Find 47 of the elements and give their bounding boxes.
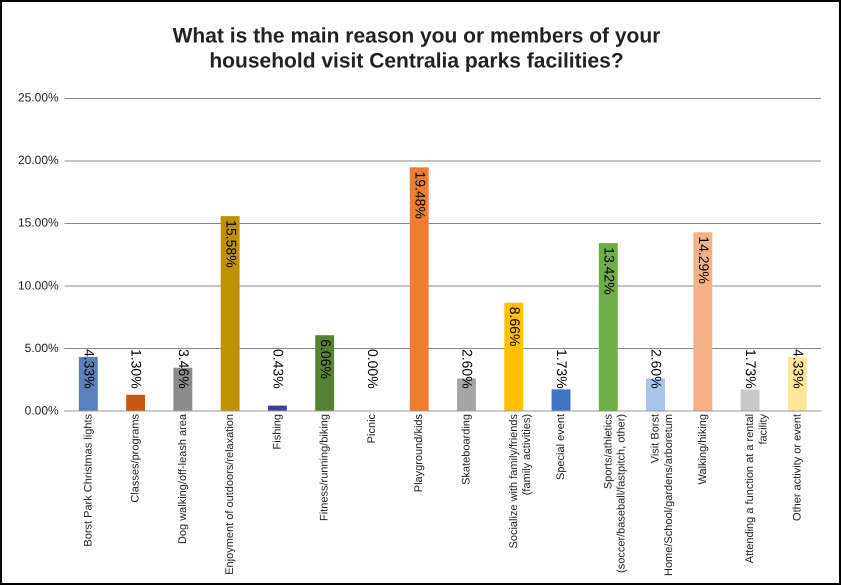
- bar: [598, 243, 618, 410]
- y-tick-label: 15.00%: [18, 216, 60, 230]
- x-tick-label: Classes/programs: [130, 413, 142, 503]
- data-label: 0.00%: [365, 348, 382, 389]
- data-label: 1.73%: [743, 348, 760, 389]
- data-label: 3.46%: [176, 348, 192, 389]
- x-tick-label: Socialize with family/friends (family activities): [508, 413, 533, 548]
- bar: [410, 167, 429, 410]
- data-label: 4.33%: [790, 348, 807, 389]
- y-tick-label: 5.00%: [24, 340, 60, 355]
- data-label: 8.66%: [506, 306, 523, 346]
- x-tick-label: Walking/hiking: [696, 414, 709, 484]
- bar: [693, 232, 712, 410]
- x-tick-label: Sports/athletics (soccer/baseball/fastpitch, other): [602, 413, 628, 573]
- y-tick-label: 0.00%: [24, 403, 60, 418]
- data-label: 14.29%: [696, 236, 712, 284]
- bar: [268, 406, 287, 410]
- data-label: 2.60%: [460, 348, 476, 389]
- x-tick-label: Borst Park Christmas lights: [82, 413, 94, 547]
- data-label: 0.43%: [270, 348, 287, 389]
- x-tick-label: Dog walking/off-leash area: [176, 413, 189, 544]
- x-tick-label: Fishing: [271, 414, 284, 450]
- data-label: 1.73%: [554, 348, 570, 389]
- x-tick-label: Attending a function at a rental facility: [744, 413, 770, 564]
- x-tick-label: Visit Borst Home/School/gardens/arboretum: [650, 414, 675, 576]
- chart-title: What is the main reason you or members of your household visit Centralia parks facilities?: [172, 24, 660, 73]
- y-tick-label: 10.00%: [18, 278, 60, 292]
- data-label: 13.42%: [601, 247, 618, 295]
- x-tick-label: Skateboarding: [460, 414, 473, 485]
- y-tick-label: 20.00%: [18, 153, 60, 168]
- x-tick-label: Fitness/running/biking: [318, 414, 331, 521]
- bar: [126, 394, 146, 410]
- x-tick-label: Playground/kids: [413, 413, 426, 492]
- data-label: 19.48%: [412, 171, 428, 219]
- x-tick-label: Enjoyment of outdoors/relaxation: [224, 414, 236, 575]
- x-tick-label: Special event: [555, 414, 568, 480]
- data-label: 2.60%: [648, 348, 665, 389]
- data-label: 6.06%: [318, 339, 334, 379]
- bar: [552, 389, 570, 410]
- bar: [740, 389, 760, 410]
- data-label: 15.58%: [223, 220, 240, 268]
- data-label: 4.33%: [81, 348, 98, 389]
- y-tick-label: 25.00%: [18, 90, 60, 105]
- data-label: 1.30%: [128, 348, 145, 389]
- x-tick-label: Other activity or event: [791, 414, 804, 521]
- x-tick-label: Picnic: [366, 413, 378, 444]
- bar: [220, 216, 240, 410]
